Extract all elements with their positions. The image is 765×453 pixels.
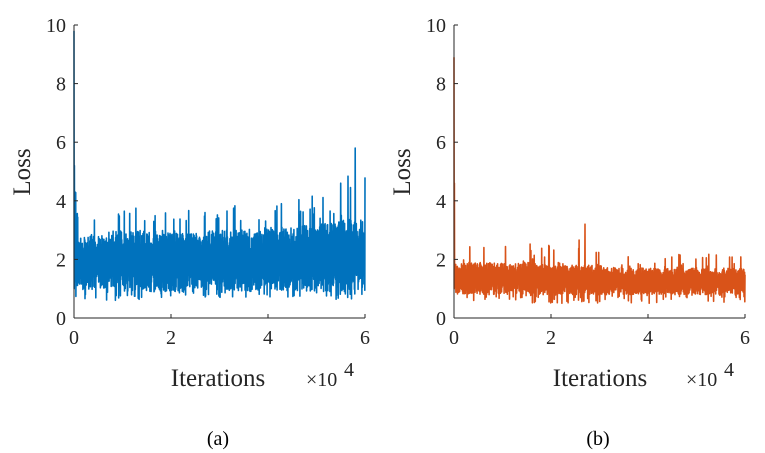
x-exponent-base: ×10 — [306, 369, 337, 391]
y-tick-label: 2 — [56, 249, 66, 271]
y-tick-label: 8 — [56, 74, 66, 96]
y-ticks: 0 2 4 6 8 10 — [46, 15, 78, 330]
y-tick-label: 6 — [56, 132, 66, 154]
x-tick-label: 4 — [263, 327, 273, 349]
x-ticks: 0 2 4 6 — [69, 314, 370, 349]
y-tick-label: 0 — [56, 308, 66, 330]
y-tick-label: 8 — [436, 74, 446, 96]
panel-caption-a: (a) — [207, 428, 229, 450]
loss-line — [73, 30, 366, 302]
x-tick-label: 2 — [546, 327, 556, 349]
x-tick-label: 6 — [740, 327, 750, 349]
y-tick-label: 10 — [426, 15, 446, 37]
panel-caption-b: (b) — [586, 428, 609, 450]
y-tick-label: 4 — [436, 191, 446, 213]
x-exponent-power: 4 — [344, 359, 354, 381]
y-tick-label: 6 — [436, 132, 446, 154]
x-exponent-base: ×10 — [686, 369, 717, 391]
loss-line — [453, 57, 746, 304]
x-tick-label: 6 — [360, 327, 370, 349]
x-tick-label: 2 — [166, 327, 176, 349]
loss-series-a — [73, 30, 366, 302]
y-tick-label: 0 — [436, 308, 446, 330]
x-exponent-power: 4 — [724, 359, 734, 381]
x-ticks: 0 2 4 6 — [449, 314, 750, 349]
y-axis-label: Loss — [9, 148, 36, 195]
y-tick-label: 2 — [436, 249, 446, 271]
y-ticks: 0 2 4 6 8 10 — [426, 15, 458, 330]
x-tick-label: 0 — [69, 327, 79, 349]
loss-series-b — [453, 57, 746, 304]
y-tick-label: 10 — [46, 15, 66, 37]
y-tick-label: 4 — [56, 191, 66, 213]
y-axis-label: Loss — [389, 148, 416, 195]
x-tick-label: 0 — [449, 327, 459, 349]
x-tick-label: 4 — [643, 327, 653, 349]
x-axis-label: Iterations — [553, 365, 647, 392]
x-axis-label: Iterations — [171, 365, 265, 392]
